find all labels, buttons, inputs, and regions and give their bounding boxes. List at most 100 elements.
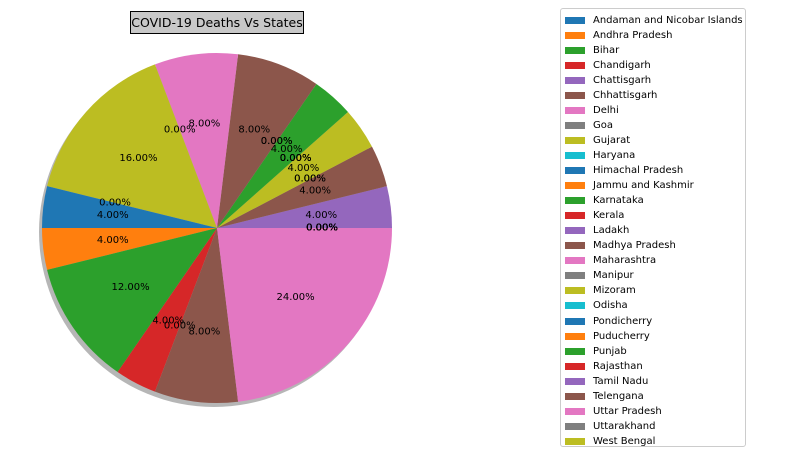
legend-label: Mizoram [593, 285, 636, 297]
legend-item: Andaman and Nicobar Islands [565, 13, 743, 27]
legend-item: Pondicherry [565, 314, 652, 328]
legend-item: Uttarakhand [565, 419, 655, 433]
legend-swatch [565, 121, 585, 129]
legend-item: West Bengal [565, 434, 655, 448]
legend-item: Delhi [565, 103, 619, 117]
slice-percent-label: 0.00% [280, 153, 312, 164]
legend-label: Maharashtra [593, 255, 657, 267]
chart-title: COVID-19 Deaths Vs States [130, 11, 304, 34]
legend-swatch [565, 46, 585, 54]
slice-percent-label: 0.00% [306, 223, 338, 234]
legend-item: Haryana [565, 148, 635, 162]
slice-percent-label: 4.00% [271, 144, 303, 155]
legend-swatch [565, 227, 585, 235]
legend-swatch [565, 272, 585, 280]
pie-slice [217, 186, 392, 228]
slice-percent-label: 0.00% [306, 223, 338, 234]
slice-percent-label: 0.00% [164, 321, 196, 332]
legend-label: Chhattisgarh [593, 89, 658, 101]
pie-slice [217, 111, 372, 228]
legend-label: Ladakh [593, 225, 630, 237]
slice-percent-label: 0.00% [280, 153, 312, 164]
legend-item: Kerala [565, 209, 624, 223]
pie-slice [217, 228, 392, 402]
legend-swatch [565, 242, 585, 250]
slice-percent-label: 0.00% [280, 153, 312, 164]
legend-item: Manipur [565, 269, 634, 283]
slice-percent-label: 0.00% [306, 223, 338, 234]
legend-item: Telengana [565, 389, 644, 403]
slice-percent-label: 8.00% [238, 124, 270, 135]
slice-percent-label: 12.00% [112, 282, 150, 293]
slice-percent-label: 8.00% [188, 118, 220, 129]
slice-percent-label: 0.00% [164, 124, 196, 135]
legend-label: Rajasthan [593, 360, 643, 372]
legend-swatch [565, 407, 585, 415]
pie-slice [42, 228, 217, 270]
legend-item: Karnataka [565, 194, 644, 208]
legend-label: Andaman and Nicobar Islands [593, 14, 743, 26]
legend-swatch [565, 151, 585, 159]
slice-percent-label: 0.00% [294, 174, 326, 185]
legend-label: Madhya Pradesh [593, 240, 676, 252]
legend-label: Gujarat [593, 134, 631, 146]
slice-percent-label: 16.00% [119, 153, 157, 164]
slice-percent-label: 4.00% [152, 315, 184, 326]
legend-swatch [565, 287, 585, 295]
legend-item: Ladakh [565, 224, 629, 238]
legend-label: Delhi [593, 104, 619, 116]
legend-swatch [565, 136, 585, 144]
slice-percent-label: 8.00% [188, 327, 220, 338]
legend-label: Goa [593, 119, 613, 131]
legend-label: Tamil Nadu [593, 375, 649, 387]
slice-percent-label: 4.00% [97, 235, 129, 246]
legend-swatch [565, 212, 585, 220]
legend-swatch [565, 347, 585, 355]
legend-label: Himachal Pradesh [593, 165, 684, 176]
legend-label: Andhra Pradesh [593, 29, 673, 41]
legend-label: Haryana [593, 149, 636, 161]
pie-slice [117, 228, 217, 392]
slice-percent-label: 0.00% [306, 223, 338, 234]
legend-item: Goa [565, 118, 613, 132]
legend-label: Chandigarh [593, 59, 651, 71]
legend-item: Punjab [565, 344, 627, 358]
slice-percent-label: 0.00% [306, 223, 338, 234]
legend-swatch [565, 317, 585, 325]
legend-item: Chhattisgarh [565, 88, 657, 102]
legend-swatch [565, 377, 585, 385]
legend-swatch [565, 91, 585, 99]
pie-slice [47, 228, 218, 373]
legend-swatch [565, 302, 585, 310]
legend-item: Himachal Pradesh [565, 164, 683, 178]
slice-percent-label: 0.00% [99, 197, 131, 208]
legend-item: Puducherry [565, 329, 650, 343]
slice-percent-label: 4.00% [299, 185, 331, 196]
slice-percent-label: 24.00% [277, 292, 315, 303]
legend-label: Chattisgarh [593, 74, 652, 86]
legend-swatch [565, 76, 585, 84]
pie-slice [154, 52, 239, 228]
legend-swatch [565, 422, 585, 430]
legend-item: Chattisgarh [565, 73, 651, 87]
pie-slice [47, 64, 218, 228]
legend-item: Gujarat [565, 133, 630, 147]
legend-swatch [565, 437, 585, 445]
slice-percent-label: 0.00% [294, 174, 326, 185]
legend-item: Rajasthan [565, 359, 643, 373]
legend-label: Karnataka [593, 195, 644, 207]
legend-label: Kerala [593, 210, 625, 222]
legend-label: Bihar [593, 44, 620, 56]
legend-swatch [565, 106, 585, 114]
legend-label: Punjab [593, 345, 627, 357]
legend-swatch [565, 16, 585, 24]
slice-percent-label: 4.00% [288, 163, 320, 174]
legend-label: Telengana [593, 390, 644, 402]
slice-percent-label: 0.00% [306, 223, 338, 234]
legend-item: Maharashtra [565, 254, 656, 268]
legend-item: Uttar Pradesh [565, 404, 662, 418]
legend-swatch [565, 392, 585, 400]
legend-swatch [565, 182, 585, 190]
slice-percent-label: 0.00% [261, 136, 293, 147]
